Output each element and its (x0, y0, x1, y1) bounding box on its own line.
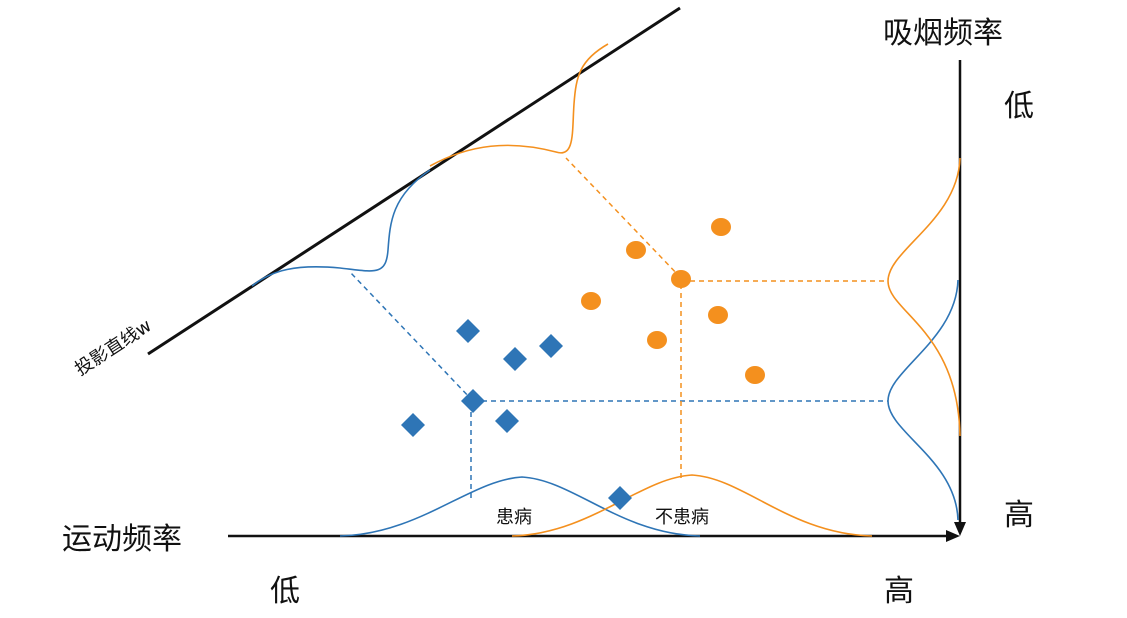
sick-point (495, 409, 519, 433)
y-axis-low-label: 低 (1004, 89, 1034, 124)
sick-point (539, 334, 563, 358)
sick-point (461, 389, 485, 413)
not-sick-curve-label: 不患病 (655, 507, 709, 528)
not-sick-guide-to-w (565, 157, 682, 279)
y-axis-arrow-icon (954, 522, 966, 536)
not-sick-point (581, 292, 601, 310)
sick-curve-label: 患病 (496, 507, 532, 528)
smoking-axis-label: 吸烟频率 (883, 16, 1003, 51)
projection-line-w (147, 6, 681, 356)
y-axis-high-label: 高 (1004, 498, 1034, 533)
not-sick-point (711, 218, 731, 236)
not-sick-y-distribution-curve (887, 157, 961, 437)
sick-point (456, 319, 480, 343)
not-sick-x-distribution-curve (511, 474, 873, 537)
sick-point (608, 486, 632, 510)
not-sick-point (626, 241, 646, 259)
not-sick-point (708, 306, 728, 324)
not-sick-w-distribution-curve (429, 43, 609, 167)
sick-projection-guides (349, 271, 888, 500)
not-sick-projection-guides (565, 157, 888, 478)
sick-guide-to-w (349, 271, 474, 402)
not-sick-point (647, 331, 667, 349)
sick-point (503, 347, 527, 371)
not-sick-point (745, 366, 765, 384)
x-axis-high-label: 高 (884, 574, 914, 609)
exercise-axis-label: 运动频率 (62, 522, 182, 557)
x-axis-low-label: 低 (270, 574, 300, 609)
sick-y-distribution-curve (887, 279, 959, 521)
not-sick-point (671, 270, 691, 288)
sick-point (401, 413, 425, 437)
not-sick-points (581, 218, 765, 384)
sick-w-distribution-curve (251, 169, 431, 287)
sick-x-distribution-curve (339, 476, 701, 537)
x-axis-arrow-icon (946, 530, 960, 542)
sick-points (401, 319, 632, 510)
projection-line-label: 投影直线w (71, 315, 155, 380)
